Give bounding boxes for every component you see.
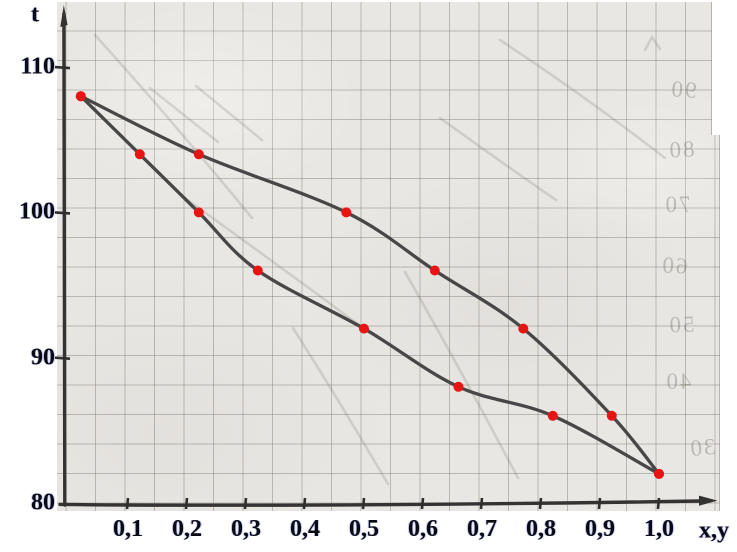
x-tick (597, 497, 602, 510)
data-point (75, 91, 86, 102)
data-point (193, 149, 204, 160)
x-tick-label: 0,7 (467, 516, 497, 542)
x-tick-label: 0,4 (290, 516, 320, 542)
data-point (359, 323, 369, 334)
x-tick (243, 497, 248, 510)
y-tick (54, 65, 71, 70)
data-point (453, 381, 464, 392)
x-tick-label: 0,2 (172, 516, 202, 542)
bleedthrough-number: 90 (668, 76, 698, 103)
x-axis-line (58, 499, 703, 507)
x-tick-label: 0,5 (349, 516, 379, 542)
y-tick (54, 211, 71, 215)
x-tick (420, 497, 425, 510)
data-point (341, 207, 352, 218)
pencil-crease (403, 270, 520, 480)
x-tick (538, 497, 543, 510)
bleedthrough-number: 50 (667, 311, 695, 338)
x-tick (184, 497, 189, 510)
bleedthrough-number: 30 (687, 433, 717, 462)
x-tick (361, 497, 366, 510)
x-tick-label: 0,3 (231, 516, 261, 542)
data-point (429, 265, 440, 276)
x-tick-label: 0,9 (585, 516, 615, 542)
paper-edge (710, 2, 712, 135)
upper-curve-vapor-line (79, 94, 661, 476)
bleedthrough-number: 80 (666, 136, 696, 163)
pencil-crease (438, 116, 558, 202)
data-point (606, 410, 617, 421)
pencil-crease (180, 194, 372, 335)
x-tick (302, 497, 307, 510)
pencil-crease (291, 326, 390, 486)
x-tick-label: 1,0 (644, 516, 674, 542)
bleedthrough-number: 60 (659, 252, 689, 279)
pencil-crease (194, 84, 264, 142)
y-tick-label: 110 (20, 53, 55, 80)
y-axis-arrowhead (60, 5, 68, 27)
x-tick (125, 497, 130, 510)
data-point (547, 410, 558, 421)
pencil-crease (498, 38, 667, 160)
y-tick-label: 100 (19, 198, 55, 225)
data-point (654, 468, 664, 479)
x-tick-label: 0,1 (113, 516, 143, 542)
x-tick (656, 497, 661, 510)
pencil-crease (148, 86, 220, 144)
x-tick-label: 0,6 (408, 516, 438, 542)
x-tick-label: 0,8 (526, 516, 556, 542)
y-tick-label: 90 (31, 344, 55, 371)
data-point (252, 265, 263, 276)
bleedthrough-number: 40 (664, 369, 692, 394)
x-axis-title: x,y (699, 517, 729, 544)
y-tick (54, 356, 71, 360)
lower-curve-liquid-line (79, 94, 661, 476)
y-axis-line (62, 12, 67, 507)
y-tick-label: 80 (31, 489, 55, 516)
pencil-crease (643, 34, 662, 52)
data-point (518, 323, 529, 334)
y-axis-title: t (31, 1, 39, 28)
x-axis-arrowhead (699, 495, 718, 506)
paper-edge (718, 135, 720, 511)
pencil-crease (93, 33, 254, 220)
data-point (134, 149, 145, 160)
data-point (193, 207, 204, 218)
bleedthrough-number: 70 (663, 192, 691, 217)
x-tick (479, 497, 484, 510)
